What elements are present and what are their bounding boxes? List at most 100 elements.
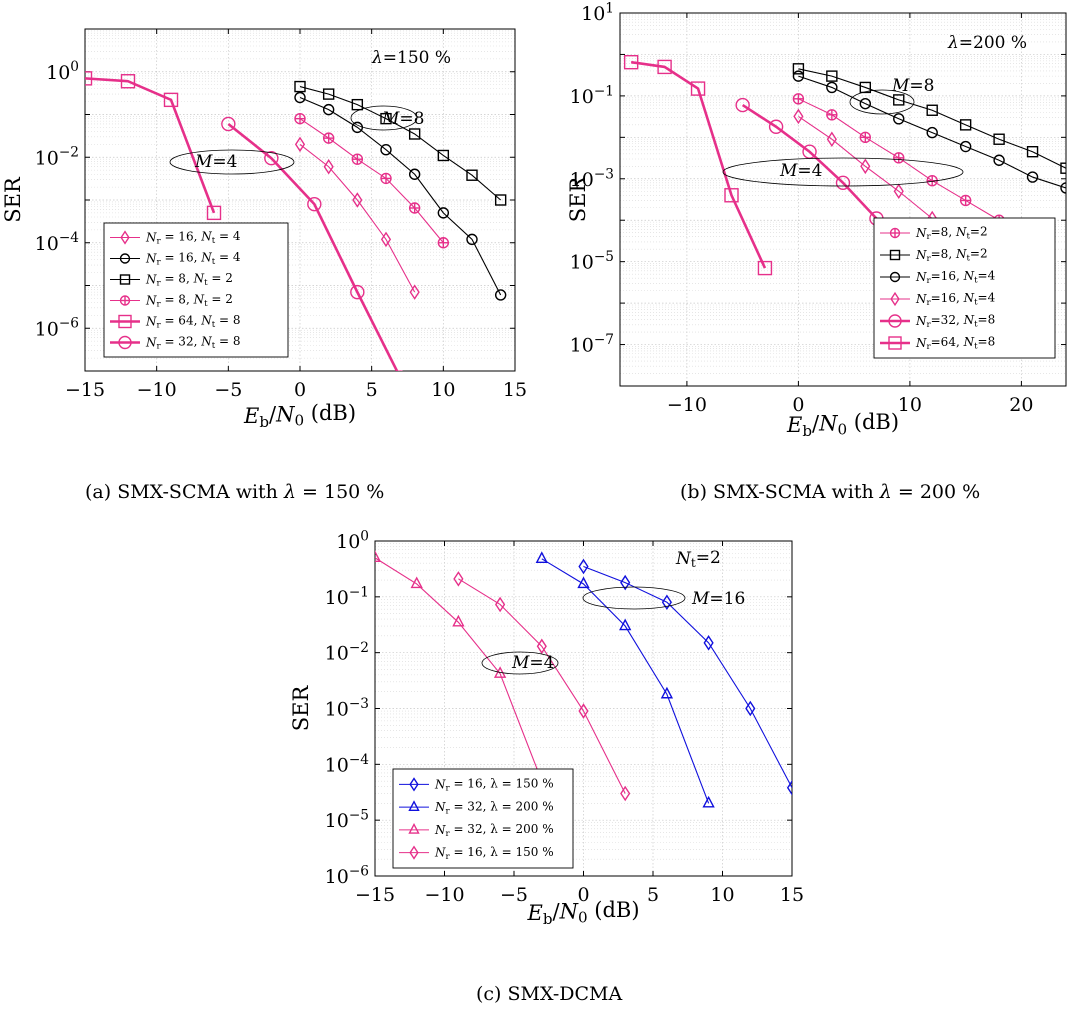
y-tick-label: 10−3: [325, 696, 369, 721]
data-point: [735, 97, 750, 113]
data-point: [959, 119, 972, 131]
data-point: [619, 618, 632, 631]
legend: Nr​ = 16, λ = 150 % Nr​ = 32, λ = 200 % Nr…: [392, 768, 574, 869]
legend-label: Nr​ = 32, λ = 200 %: [434, 822, 554, 839]
series-2: [294, 80, 507, 206]
y-tick-label: 100: [336, 528, 369, 553]
legend-swatch-marker: [889, 227, 901, 239]
series-1: [294, 91, 507, 301]
series-line: [375, 557, 543, 782]
x-axis-label: Eb/N0 (dB): [786, 410, 899, 440]
y-tick-label: 10−2: [35, 145, 79, 170]
data-point: [495, 596, 506, 613]
y-tick-label: 10−4: [325, 752, 370, 777]
y-tick-label: 10−5: [570, 249, 614, 274]
data-point: [380, 112, 392, 125]
data-point: [724, 188, 739, 203]
data-point: [437, 207, 450, 219]
data-point: [993, 133, 1005, 145]
legend-box: [873, 217, 1056, 359]
data-point: [409, 284, 420, 300]
y-tick-label: 10−5: [325, 808, 369, 833]
legend-swatch-marker: [408, 822, 420, 834]
data-point: [859, 97, 871, 110]
legend-label: Nr​ = 16, λ = 150 %: [434, 777, 554, 794]
data-point: [85, 71, 93, 86]
x-tick-label: −10: [137, 379, 177, 401]
plot-area: [85, 71, 507, 371]
data-point: [494, 194, 507, 206]
x-tick-label: 0: [577, 884, 589, 906]
data-point: [860, 158, 871, 175]
y-axis-label: SER: [289, 685, 313, 732]
x-tick-label: 10: [710, 884, 734, 906]
series-2: [792, 70, 1066, 194]
series-line: [85, 77, 216, 214]
annotation-ellipse: [722, 157, 964, 187]
data-point: [690, 81, 706, 96]
data-point: [893, 183, 904, 200]
x-tick-label: 10: [431, 379, 455, 401]
legend-box: [392, 768, 574, 869]
annotation-label: M=8: [891, 76, 934, 96]
plot-area: [375, 550, 792, 808]
annotation-ellipse: [849, 89, 915, 115]
legend-swatch-marker: [888, 314, 902, 328]
legend-label: Nr​ = 16, Nt​ = 4: [145, 229, 241, 247]
data-point: [578, 558, 589, 575]
legend-entry: Nr​=32, Nt​=8: [880, 312, 995, 330]
data-point: [294, 91, 306, 104]
legend-swatch-marker: [409, 777, 419, 792]
data-point: [307, 196, 322, 212]
data-point: [408, 128, 421, 140]
data-point: [1026, 146, 1039, 158]
data-point: [437, 237, 450, 249]
legend: Nr​=8, Nt​=2 Nr​=8, Nt​=2 Nr​=16, Nt​=4 Nr​…: [873, 217, 1056, 359]
data-point: [859, 131, 871, 144]
x-tick-label: −10: [424, 884, 464, 906]
x-axis-label: Eb/N0 (dB): [243, 401, 356, 431]
data-point: [351, 153, 364, 165]
data-point: [620, 574, 631, 591]
legend-label: Nr​=16, Nt​=4: [915, 268, 996, 286]
legend-swatch-marker: [409, 845, 419, 860]
series-4: [85, 71, 222, 221]
data-point: [893, 94, 905, 106]
annotation-ellipse: [582, 586, 686, 610]
legend-swatch-marker: [119, 253, 131, 264]
data-point: [397, 370, 404, 371]
data-point: [792, 93, 805, 105]
data-point: [322, 132, 335, 144]
x-tick-label: −15: [355, 884, 395, 906]
data-point: [835, 175, 851, 190]
data-point: [322, 103, 335, 116]
legend-label: Nr​=16, Nt​=4: [915, 290, 996, 308]
legend-entry: Nr​ = 16, λ = 150 %: [399, 777, 554, 794]
annotation-label: λ=150 %: [371, 48, 451, 68]
legend-entry: Nr​=8, Nt​=2: [880, 224, 988, 242]
annotation-ellipse: [481, 651, 559, 675]
legend-swatch-marker: [888, 336, 902, 350]
chart-panel-a: −15 −10 −5 0 5 10 15 10−6 10−4 10−2 100 Eb/N0 (dB) S…: [1, 28, 527, 503]
legend-entry: Nr​ = 16, Nt​ = 4: [110, 250, 241, 268]
data-point: [408, 202, 421, 214]
data-point: [221, 116, 236, 132]
legend-swatch-marker: [890, 291, 900, 307]
data-point: [1060, 182, 1066, 194]
legend-label: Nr​=8, Nt​=2: [915, 246, 988, 264]
data-point: [757, 260, 773, 276]
chart-panel-c: −15 −10 −5 0 5 10 15 10−6 10−5 10−4 10−3 10−2 10−1 10…: [289, 528, 804, 1005]
legend-label: Nr​ = 8, Nt​ = 2: [145, 292, 233, 310]
data-point: [793, 108, 804, 125]
series-line: [299, 143, 416, 293]
legend-swatch-marker: [120, 230, 130, 245]
annotation-ellipse: [169, 149, 295, 175]
x-tick-label: 15: [503, 379, 527, 401]
data-point: [466, 233, 478, 246]
figure-caption: (b) SMX-SCMA with λ = 200 %: [680, 481, 980, 503]
data-point: [959, 140, 972, 153]
legend-entry: Nr​=64, Nt​=8: [880, 334, 995, 352]
series-1: [535, 551, 715, 808]
series-line: [583, 565, 792, 789]
